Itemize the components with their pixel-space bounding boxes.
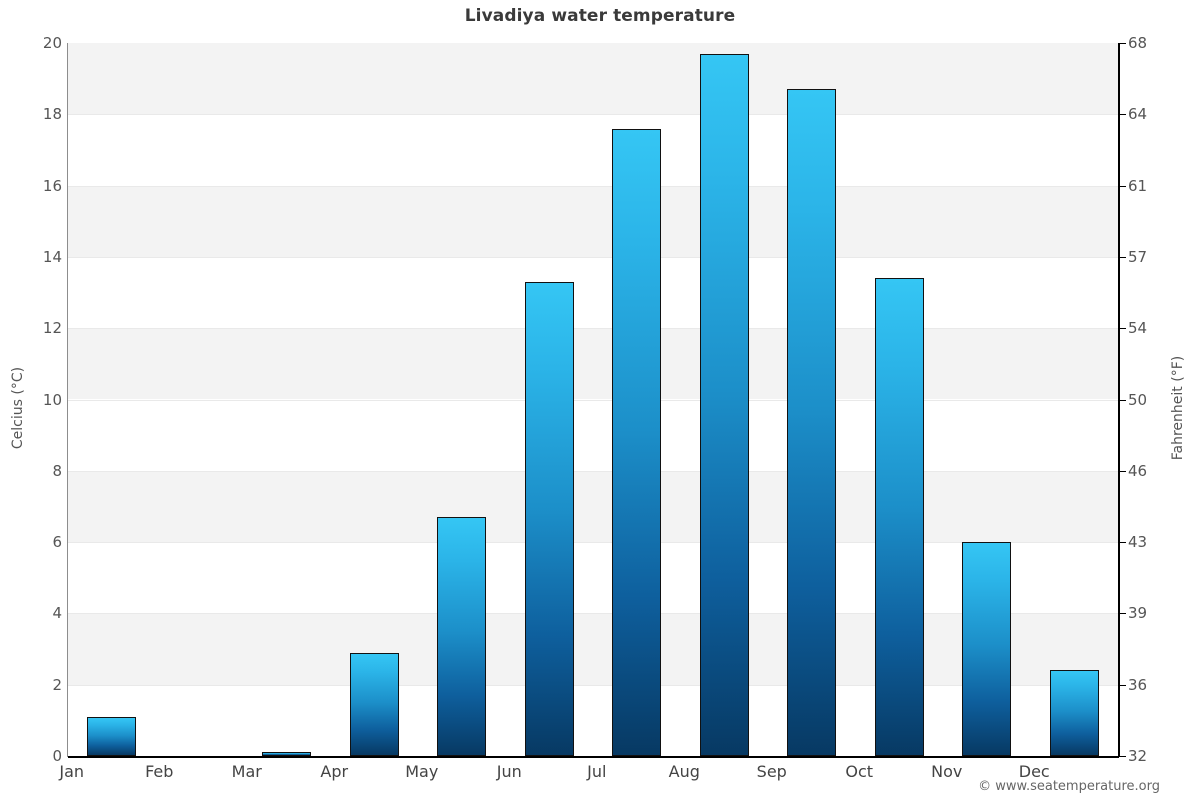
y-axis-left-title: Celcius (°C) [10,366,26,450]
bar-slot [331,43,419,756]
bar-slot [418,43,506,756]
gridline [68,256,1118,258]
y-tick-mark-right [1120,399,1126,401]
bar-slot [243,43,331,756]
x-tick-may: May [405,762,439,781]
y-tick-left-4: 4 [52,604,62,623]
y-tick-right-68: 68 [1128,34,1148,52]
y-tick-mark-right [1120,684,1126,686]
y-tick-left-12: 12 [42,319,62,338]
bar-slot [856,43,944,756]
y-tick-left-6: 6 [52,533,62,552]
bar-nov[interactable] [962,542,1012,756]
y-tick-right-32: 32 [1128,747,1148,765]
x-tick-oct: Oct [845,762,874,781]
chart-title: Livadiya water temperature [464,6,736,26]
bar-slot [68,43,156,756]
bar-jun[interactable] [524,281,574,756]
bar-slot [156,43,244,756]
x-tick-feb: Feb [145,762,174,781]
bar-slot [1031,43,1119,756]
y-tick-right-46: 46 [1128,461,1148,480]
y-tick-left-20: 20 [42,34,62,52]
grid-band [68,328,1118,400]
y-axis-right-line [1118,43,1120,757]
y-tick-left-10: 10 [42,390,62,409]
y-tick-mark-right [1120,613,1126,615]
y-tick-right-64: 64 [1128,105,1148,124]
bar-mar[interactable] [262,752,312,756]
y-tick-left-16: 16 [42,176,62,195]
grid-band [68,613,1118,685]
y-axis-right-title: Fahrenheit (°F) [1170,355,1186,461]
y-tick-left-14: 14 [42,247,62,266]
gridline [68,684,1118,686]
y-axis-left-line [67,43,68,757]
y-tick-right-39: 39 [1128,604,1148,623]
y-tick-mark-right [1120,114,1126,116]
bar-oct[interactable] [874,278,924,756]
y-tick-mark-right [1120,756,1126,757]
x-tick-sep: Sep [756,762,787,781]
y-tick-mark-right [1120,185,1126,187]
gridline [68,185,1118,187]
x-tick-jun: Jun [496,762,522,781]
bar-apr[interactable] [349,652,399,756]
bar-jan[interactable] [87,716,137,756]
bar-jul[interactable] [612,128,662,756]
x-tick-dec: Dec [1018,762,1050,781]
bar-aug[interactable] [699,53,749,756]
y-tick-right-57: 57 [1128,247,1148,266]
bar-may[interactable] [437,517,487,756]
x-tick-apr: Apr [320,762,349,781]
y-tick-mark-right [1120,43,1126,44]
x-tick-jul: Jul [587,762,607,781]
y-tick-mark-right [1120,542,1126,544]
y-tick-mark-right [1120,256,1126,258]
y-tick-left-8: 8 [52,461,62,480]
x-tick-jan: Jan [59,762,85,781]
y-tick-left-0: 0 [52,747,62,765]
gridline [68,613,1118,615]
bar-slot [681,43,769,756]
bar-slot [768,43,856,756]
y-tick-mark-right [1120,470,1126,472]
y-tick-right-43: 43 [1128,533,1148,552]
grid-band [68,470,1118,543]
y-tick-right-54: 54 [1128,319,1148,338]
grid-band [68,43,1118,115]
x-tick-aug: Aug [668,762,700,781]
bar-dec[interactable] [1049,670,1099,756]
bar-sep[interactable] [787,89,837,756]
bar-slot [593,43,681,756]
gridline [68,399,1118,401]
y-tick-left-18: 18 [42,105,62,124]
x-tick-mar: Mar [231,762,262,781]
bars-layer [68,43,1118,756]
bar-slot [943,43,1031,756]
gridline [68,542,1118,544]
y-tick-mark-right [1120,328,1126,330]
gridline [68,328,1118,330]
bar-slot [506,43,594,756]
gridline [68,470,1118,472]
x-axis-line [68,756,1119,758]
y-tick-right-50: 50 [1128,390,1148,409]
y-tick-right-61: 61 [1128,176,1148,195]
y-tick-right-36: 36 [1128,675,1148,694]
x-tick-nov: Nov [931,762,963,781]
copyright-credit: © www.seatemperature.org [978,779,1160,794]
plot-area [68,43,1118,756]
gridline [68,114,1118,116]
y-tick-left-2: 2 [52,675,62,694]
grid-band [68,185,1118,257]
